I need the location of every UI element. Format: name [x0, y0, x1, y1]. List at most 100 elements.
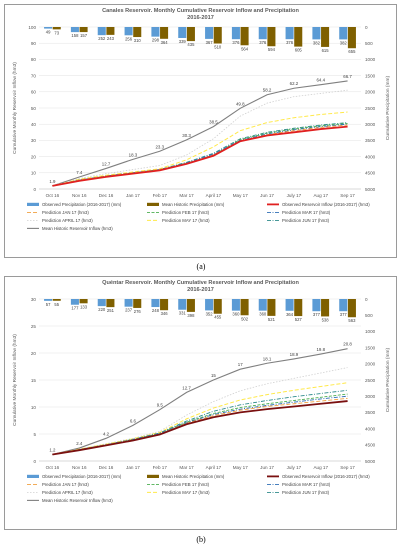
y2-tick-label: 1500	[365, 345, 376, 350]
historic-precip-bar	[213, 27, 222, 44]
historic-precip-bar	[294, 299, 303, 317]
legend-label: Observed Precipitation (2016-2017) (mm)	[42, 474, 122, 479]
x-tick-label: April 17	[206, 465, 222, 470]
historic-precip-label: 605	[295, 48, 303, 53]
y-tick-label: 25	[31, 324, 37, 329]
observed-precip-label: 177	[71, 306, 79, 311]
y-tick-label: 5	[33, 432, 36, 437]
observed-precip-bar	[70, 299, 79, 305]
y-tick-label: 20	[31, 351, 37, 356]
observed-precip-bar	[205, 27, 214, 39]
series-line	[52, 382, 348, 456]
observed-precip-bar	[258, 27, 267, 40]
inflow-data-label: 4.2	[103, 431, 110, 436]
observed-precip-bar	[205, 299, 214, 311]
legend-label: Mean Historic Reservoir Inflow (hm3)	[42, 226, 113, 231]
series-line	[52, 111, 348, 187]
series-line	[52, 80, 348, 187]
legend-label: Prediction APRIL 17 (hm3)	[42, 218, 93, 223]
observed-precip-bar	[97, 27, 106, 36]
panel-label-b: (b)	[196, 535, 206, 544]
observed-precip-label: 57	[46, 302, 51, 307]
observed-precip-label: 382	[340, 40, 348, 45]
observed-precip-label: 360	[259, 312, 267, 317]
historic-precip-bar	[106, 27, 115, 35]
y-tick-label: 90	[31, 41, 37, 46]
legend-label: Observed Reservoir Inflow (2016-2017) (h…	[282, 202, 370, 207]
observed-precip-bar	[339, 299, 348, 312]
inflow-data-label: 9.5	[157, 403, 164, 408]
y2-tick-label: 0	[365, 25, 368, 30]
observed-precip-bar	[151, 299, 160, 308]
observed-precip-label: 377	[340, 312, 348, 317]
historic-precip-label: 563	[348, 318, 356, 323]
historic-precip-label: 455	[214, 315, 222, 320]
inflow-data-label: 49.8	[236, 101, 245, 106]
inflow-data-label: 23.3	[155, 144, 164, 149]
inflow-data-label: 7.4	[76, 170, 83, 175]
x-tick-label: Jun 17	[260, 465, 274, 470]
y2-tick-label: 3000	[365, 394, 376, 399]
chart-subtitle: 2016-2017	[187, 287, 214, 293]
x-tick-label: Jun 17	[260, 193, 274, 198]
observed-precip-bar	[312, 299, 321, 312]
legend-label: Prediction FEB 17 (hm3)	[162, 482, 210, 487]
y-tick-label: 80	[31, 57, 37, 62]
y2-tick-label: 5000	[365, 459, 376, 464]
canales-chart-panel: Canales Reservoir. Monthly Cumulative Re…	[4, 4, 397, 258]
y2-tick-label: 500	[365, 313, 373, 318]
historic-precip-bar	[160, 299, 169, 311]
legend-label: Mean Historic Precipitation (mm)	[162, 202, 225, 207]
x-tick-label: Nov 16	[72, 193, 87, 198]
inflow-data-label: 18.1	[263, 356, 272, 361]
x-tick-label: May 17	[233, 465, 249, 470]
legend-label: Prediction JUN 17 (hm3)	[282, 218, 330, 223]
y2-tick-label: 3500	[365, 138, 376, 143]
observed-precip-label: 360	[232, 312, 240, 317]
x-tick-label: Dec 16	[99, 465, 114, 470]
y2-tick-label: 4500	[365, 443, 376, 448]
historic-precip-label: 398	[187, 313, 195, 318]
y-tick-label: 70	[31, 73, 37, 78]
historic-precip-bar	[240, 299, 249, 316]
x-tick-label: Mar 17	[179, 465, 194, 470]
inflow-data-label: 30.3	[182, 133, 191, 138]
x-tick-label: July 17	[287, 465, 302, 470]
chart-subtitle: 2016-2017	[187, 15, 214, 21]
y-tick-label: 30	[31, 297, 37, 302]
historic-precip-bar	[321, 27, 330, 47]
quentar-chart-panel: Quéntar Reservoir. Monthly Cumulative Re…	[4, 276, 397, 530]
historic-precip-bar	[160, 27, 169, 39]
y-tick-label: 30	[31, 138, 37, 143]
y-tick-label: 100	[28, 25, 36, 30]
historic-precip-label: 157	[80, 33, 88, 38]
y2-tick-label: 1500	[365, 73, 376, 78]
observed-precip-bar	[70, 27, 79, 33]
x-tick-label: July 17	[287, 193, 302, 198]
historic-precip-label: 133	[80, 304, 88, 309]
historic-precip-bar	[240, 27, 249, 46]
y2-tick-label: 4000	[365, 154, 376, 159]
y2-tick-label: 1000	[365, 329, 376, 334]
observed-precip-label: 331	[179, 311, 187, 316]
y2-axis-title: Cumulative Precipitation (mm)	[385, 347, 391, 412]
historic-precip-bar	[267, 27, 276, 47]
y-tick-label: 50	[31, 106, 37, 111]
y-tick-label: 0	[33, 459, 36, 464]
historic-precip-bar	[52, 299, 61, 301]
y-axis-title: Cumulative Monthly Reservoir Inflow (hm3…	[12, 62, 18, 154]
historic-precip-bar	[133, 299, 142, 308]
observed-precip-label: 237	[125, 308, 133, 313]
observed-precip-label: 352	[206, 311, 214, 316]
inflow-data-label: 20.8	[343, 342, 352, 347]
legend-swatch	[147, 202, 159, 206]
y2-tick-label: 2000	[365, 90, 376, 95]
inflow-data-label: 62.2	[290, 81, 299, 86]
y-tick-label: 15	[31, 378, 37, 383]
legend-label: Prediction MAR 17 (hm3)	[282, 482, 331, 487]
inflow-data-label: 38.5	[209, 120, 218, 125]
observed-precip-bar	[124, 27, 133, 36]
historic-precip-label: 73	[54, 30, 59, 35]
